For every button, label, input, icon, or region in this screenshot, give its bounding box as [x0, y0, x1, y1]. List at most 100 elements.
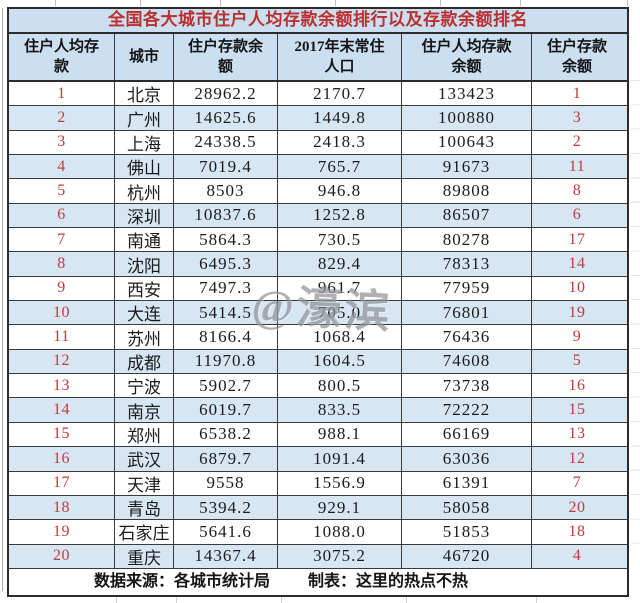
population-cell: 730.5 — [278, 228, 402, 252]
deposit-balance-cell: 10837.6 — [174, 203, 278, 228]
population-cell: 961.7 — [278, 276, 402, 301]
population-cell: 833.5 — [278, 398, 402, 422]
table-maker-label: 制表：这里的热点不热 — [308, 572, 469, 590]
deposit-balance-rank-cell: 20 — [568, 498, 586, 516]
table-row: 18 青岛 5394.2 929.1 58058 20 — [9, 495, 627, 521]
per-capita-rank-cell: 8 — [9, 252, 115, 276]
deposit-balance-rank-cell: 9 — [572, 328, 582, 346]
population-cell: 1088.0 — [278, 520, 402, 544]
deposit-balance-rank-cell: 6 — [572, 206, 582, 224]
per-capita-rank-cell: 18 — [9, 495, 115, 520]
table-title: 全国各大城市住户人均存款余额排行以及存款余额排名 — [9, 9, 627, 34]
table-row: 17 天津 9558 1556.9 61391 7 — [9, 471, 627, 496]
grid-remnant-tick — [536, 595, 537, 603]
deposit-balance-rank-cell: 12 — [568, 449, 586, 467]
header-per-capita-rank: 住户人均存款 — [9, 34, 115, 80]
table-row: 2 广州 14625.6 1449.8 100880 3 — [9, 106, 627, 131]
grid-remnant-tick — [627, 0, 628, 6]
table-row: 6 深圳 10837.6 1252.8 86507 6 — [9, 203, 627, 229]
population-cell: 829.4 — [278, 252, 402, 276]
deposit-balance-rank-cell: 16 — [568, 376, 586, 394]
per-capita-rank-cell: 14 — [9, 398, 115, 422]
per-capita-rank-cell: 19 — [9, 520, 115, 544]
city-cell: 成都 — [115, 349, 174, 374]
city-cell: 北京 — [115, 82, 174, 106]
population-cell: 988.1 — [278, 422, 402, 447]
per-capita-balance-cell: 80278 — [402, 228, 532, 252]
header-population-2017: 2017年末常住人口 — [278, 34, 402, 80]
table-row: 1 北京 28962.2 2170.7 133423 1 — [9, 82, 627, 107]
header-deposit-balance: 住户存款余额 — [174, 34, 278, 80]
table-row: 11 苏州 8166.4 1068.4 76436 9 — [9, 325, 627, 350]
deposit-ranking-table: 全国各大城市住户人均存款余额排行以及存款余额排名 住户人均存款 城市 住户存款余… — [7, 7, 629, 597]
city-cell: 广州 — [115, 106, 174, 130]
table-row: 19 石家庄 5641.6 1088.0 51853 18 — [9, 520, 627, 545]
deposit-balance-cell: 6019.7 — [174, 398, 278, 422]
per-capita-rank-cell: 20 — [9, 544, 115, 568]
per-capita-balance-cell: 61391 — [402, 471, 532, 495]
deposit-balance-rank-cell: 11 — [568, 157, 586, 175]
deposit-balance-cell: 14625.6 — [174, 106, 278, 130]
per-capita-balance-cell: 91673 — [402, 155, 532, 179]
per-capita-balance-cell: 72222 — [402, 398, 532, 422]
deposit-balance-cell: 14367.4 — [174, 544, 278, 568]
table-footer: 数据来源：各城市统计局 制表：这里的热点不热 — [9, 568, 627, 595]
city-cell: 武汉 — [115, 447, 174, 471]
per-capita-rank-cell: 5 — [9, 179, 115, 203]
deposit-balance-rank-cell: 7 — [572, 474, 582, 492]
table-header-row: 住户人均存款 城市 住户存款余额 2017年末常住人口 住户人均存款余额 住户存… — [9, 34, 627, 82]
per-capita-rank-cell: 2 — [9, 106, 115, 130]
per-capita-rank-cell: 7 — [9, 228, 115, 252]
grid-remnant-tick — [116, 595, 117, 603]
deposit-balance-cell: 7019.4 — [174, 155, 278, 179]
city-cell: 石家庄 — [115, 520, 174, 544]
per-capita-rank-cell: 15 — [9, 422, 115, 447]
grid-remnant-tick — [55, 0, 56, 6]
per-capita-balance-cell: 77959 — [402, 276, 532, 301]
per-capita-rank-cell: 6 — [9, 203, 115, 228]
table-row: 9 西安 7497.3 961.7 77959 10 — [9, 276, 627, 302]
per-capita-balance-cell: 100880 — [402, 106, 532, 130]
deposit-balance-cell: 8503 — [174, 179, 278, 203]
deposit-balance-cell: 6538.2 — [174, 422, 278, 447]
population-cell: 1604.5 — [278, 349, 402, 374]
deposit-balance-cell: 7497.3 — [174, 276, 278, 301]
deposit-balance-rank-cell: 8 — [572, 182, 582, 200]
per-capita-balance-cell: 76801 — [402, 301, 532, 325]
per-capita-balance-cell: 58058 — [402, 495, 532, 520]
population-cell: 929.1 — [278, 495, 402, 520]
per-capita-rank-cell: 17 — [9, 471, 115, 495]
deposit-balance-rank-cell: 18 — [568, 522, 586, 540]
per-capita-balance-cell: 73738 — [402, 374, 532, 398]
table-row: 15 郑州 6538.2 988.1 66169 13 — [9, 422, 627, 448]
deposit-balance-cell: 9558 — [174, 471, 278, 495]
table-row: 14 南京 6019.7 833.5 72222 15 — [9, 398, 627, 423]
deposit-balance-rank-cell: 10 — [568, 279, 586, 297]
grid-remnant-rows — [631, 80, 640, 567]
deposit-balance-cell: 6495.3 — [174, 252, 278, 276]
deposit-balance-cell: 24338.5 — [174, 130, 278, 155]
data-source-label: 数据来源：各城市统计局 — [94, 572, 271, 590]
per-capita-rank-cell: 3 — [9, 130, 115, 155]
per-capita-rank-cell: 13 — [9, 374, 115, 398]
table-row: 5 杭州 8503 946.8 89808 8 — [9, 179, 627, 204]
population-cell: 1449.8 — [278, 106, 402, 130]
population-cell: 765.7 — [278, 155, 402, 179]
table-row: 7 南通 5864.3 730.5 80278 17 — [9, 228, 627, 253]
deposit-balance-cell: 5394.2 — [174, 495, 278, 520]
city-cell: 青岛 — [115, 495, 174, 520]
city-cell: 杭州 — [115, 179, 174, 203]
header-deposit-balance-rank: 住户存款余额 — [546, 38, 607, 75]
city-cell: 上海 — [115, 130, 174, 155]
deposit-balance-rank-cell: 2 — [572, 133, 582, 151]
per-capita-rank-cell: 4 — [9, 155, 115, 179]
population-cell: 1091.4 — [278, 447, 402, 471]
deposit-balance-cell: 8166.4 — [174, 325, 278, 349]
per-capita-balance-cell: 78313 — [402, 252, 532, 276]
deposit-balance-cell: 5641.6 — [174, 520, 278, 544]
table-row: 12 成都 11970.8 1604.5 74608 5 — [9, 349, 627, 375]
per-capita-rank-cell: 16 — [9, 447, 115, 471]
table-row: 13 宁波 5902.7 800.5 73738 16 — [9, 374, 627, 399]
per-capita-rank-cell: 1 — [9, 82, 115, 106]
